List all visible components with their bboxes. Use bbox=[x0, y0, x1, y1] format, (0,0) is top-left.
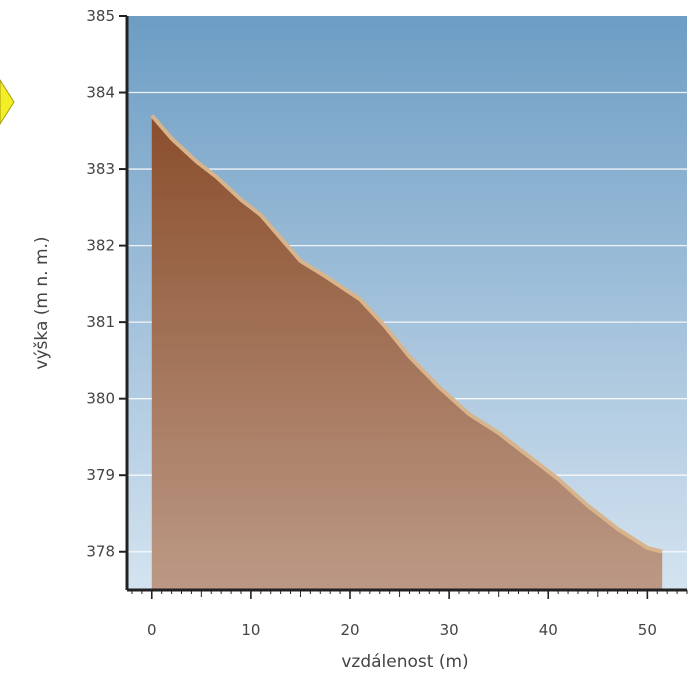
x-axis-title: vzdálenost (m) bbox=[341, 652, 468, 672]
y-tick-label: 383 bbox=[86, 160, 115, 178]
x-tick-label: 20 bbox=[340, 621, 359, 639]
y-tick-label: 380 bbox=[86, 390, 115, 408]
x-tick-label: 0 bbox=[147, 621, 157, 639]
x-tick-label: 10 bbox=[241, 621, 260, 639]
x-tick-label: 40 bbox=[539, 621, 558, 639]
y-tick-label: 382 bbox=[86, 237, 115, 255]
x-tick-label: 50 bbox=[638, 621, 657, 639]
x-tick-label: 30 bbox=[440, 621, 459, 639]
y-tick-label: 379 bbox=[86, 466, 115, 484]
y-tick-label: 381 bbox=[86, 313, 115, 331]
y-tick-label: 385 bbox=[86, 7, 115, 25]
y-tick-label: 378 bbox=[86, 543, 115, 561]
y-tick-label: 384 bbox=[86, 84, 115, 102]
pointer-arrow-icon bbox=[0, 80, 14, 124]
y-axis-title: výška (m n. m.) bbox=[32, 236, 52, 369]
